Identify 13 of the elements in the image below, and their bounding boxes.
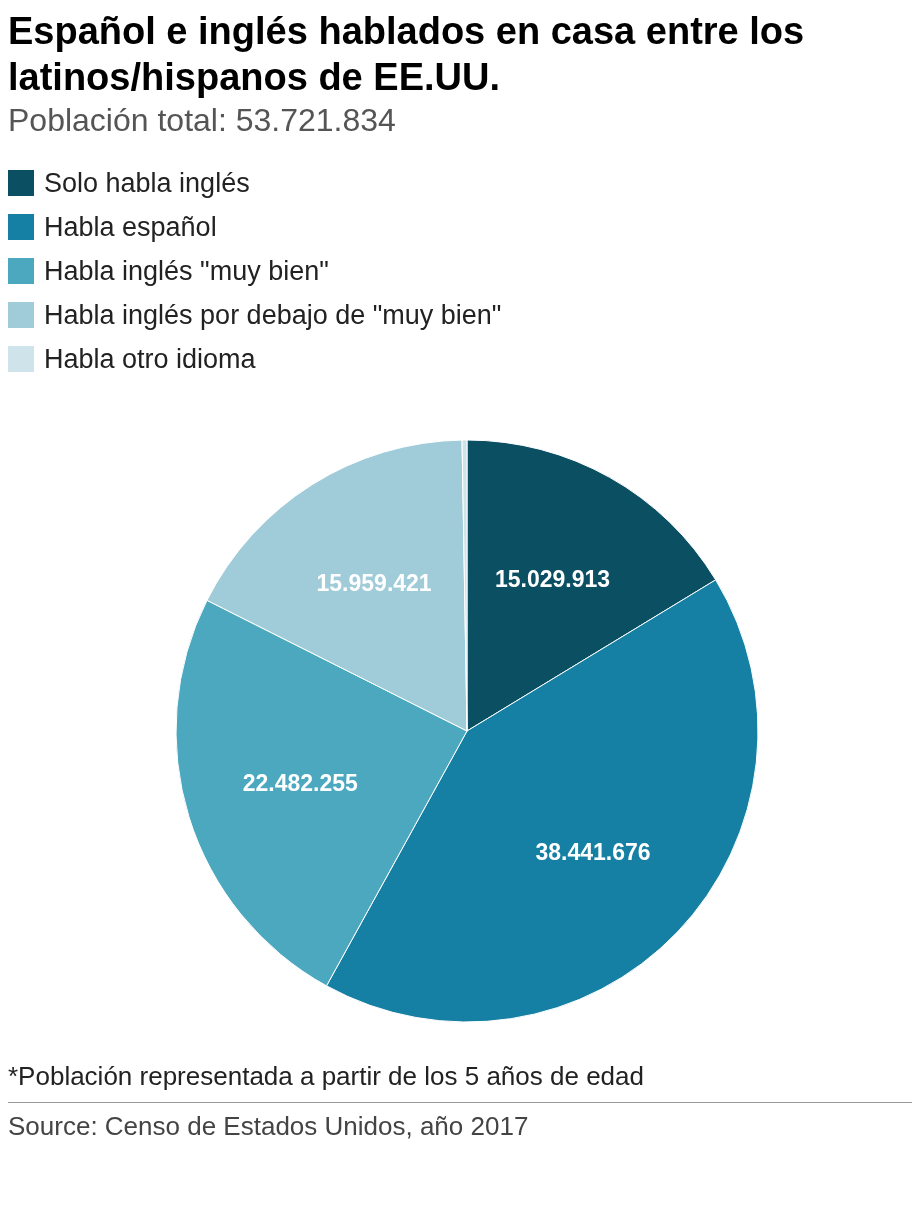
legend-label: Habla español: [44, 211, 217, 243]
legend-label: Solo habla inglés: [44, 167, 250, 199]
data-label: 38.441.676: [535, 838, 651, 865]
legend-label: Habla inglés por debajo de "muy bien": [44, 299, 502, 331]
legend-label: Habla otro idioma: [44, 343, 256, 375]
data-label: 15.029.913: [495, 565, 611, 592]
chart-subtitle: Población total: 53.721.834: [8, 102, 397, 139]
chart-title: Español e inglés hablados en casa entre los latinos/hispanos de EE.UU.: [8, 9, 806, 100]
data-label: 22.482.255: [242, 769, 358, 796]
data-label: 15.959.421: [316, 570, 432, 597]
source-note: Source: Censo de Estados Unidos, año 2017: [8, 1102, 912, 1142]
legend-label: Habla inglés "muy bien": [44, 255, 329, 287]
text: *Población representada a partir de los 5 años de edad: [8, 1061, 645, 1092]
